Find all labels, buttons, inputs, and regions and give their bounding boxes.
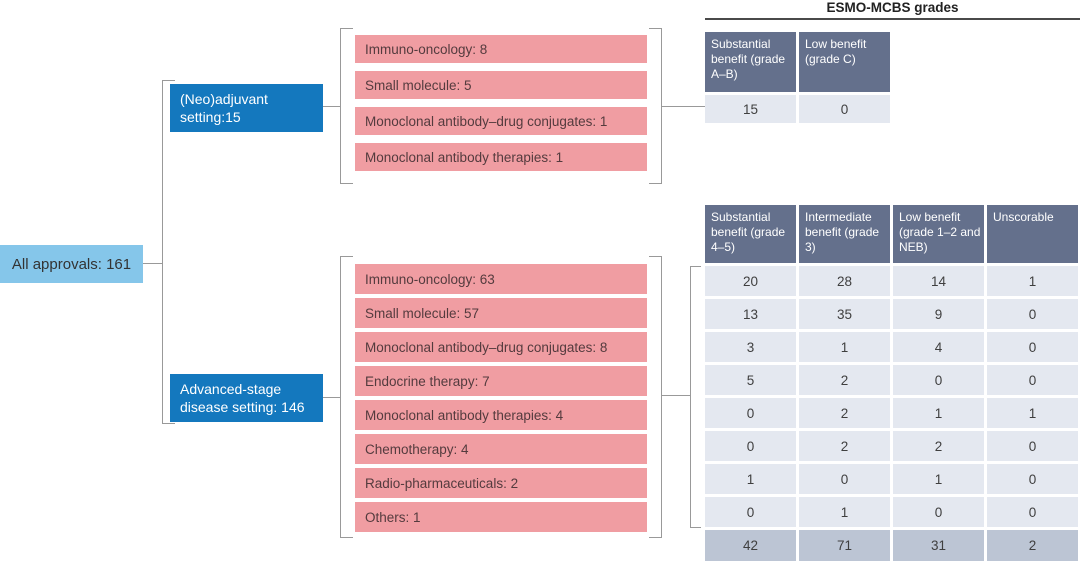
grade-count-cell: 28 [799, 266, 890, 296]
grade-column-header: Low benefit (grade 1–2 and NEB) [893, 205, 984, 263]
grade-count-cell: 1 [705, 464, 796, 494]
bracket-settings [162, 80, 175, 424]
therapy-item: Others: 1 [355, 502, 647, 532]
grade-count-cell: 9 [893, 299, 984, 329]
grade-count-cell: 0 [987, 464, 1078, 494]
bracket-advanced-therapies-right [649, 256, 662, 538]
grade-count-cell: 1 [799, 497, 890, 527]
therapy-item: Immuno-oncology: 63 [355, 264, 647, 294]
grade-count-cell: 0 [705, 497, 796, 527]
neoadjuvant-label-line2: setting:15 [180, 109, 241, 125]
therapy-item: Radio-pharmaceuticals: 2 [355, 468, 647, 498]
therapy-item: Monoclonal antibody therapies: 4 [355, 400, 647, 430]
grade-count-cell: 2 [799, 398, 890, 428]
grade-count-cell: 2 [893, 431, 984, 461]
grade-count-cell: 35 [799, 299, 890, 329]
neoadjuvant-grades-table: Substantial benefit (grade A–B) Low benef… [705, 32, 890, 123]
advanced-label-line2: disease setting: 146 [180, 399, 305, 415]
therapy-item: Monoclonal antibody–drug conjugates: 8 [355, 332, 647, 362]
connector-advanced-to-bracket [323, 397, 340, 398]
bracket-neoadjuvant-therapies-left [340, 28, 353, 184]
grade-total-cell: 42 [705, 530, 796, 561]
therapy-item: Small molecule: 57 [355, 298, 647, 328]
grade-count-cell: 0 [705, 398, 796, 428]
advanced-therapy-list: Immuno-oncology: 63 Small molecule: 57 Mon… [355, 264, 647, 532]
advanced-label-line1: Advanced-stage [180, 380, 282, 397]
grade-count-cell: 0 [893, 497, 984, 527]
grade-column-header: Unscorable [987, 205, 1078, 263]
grade-count-cell: 14 [893, 266, 984, 296]
grade-total-cell: 71 [799, 530, 890, 561]
grade-count-cell: 0 [987, 332, 1078, 362]
grade-column-header: Low benefit (grade C) [799, 32, 890, 92]
grade-count-cell: 0 [987, 497, 1078, 527]
grade-count-cell: 1 [893, 464, 984, 494]
advanced-grades-table: Substantial benefit (grade 4–5) Intermedi… [705, 205, 1078, 561]
grade-total-cell: 2 [987, 530, 1078, 561]
grade-column-header: Substantial benefit (grade A–B) [705, 32, 796, 92]
grade-count-cell: 5 [705, 365, 796, 395]
grade-count-cell: 2 [799, 365, 890, 395]
connector-advanced-to-table [661, 395, 690, 396]
bracket-advanced-table-rows [690, 266, 701, 528]
title-rule [705, 18, 1080, 20]
grade-count-cell: 1 [987, 266, 1078, 296]
grade-count-cell: 1 [799, 332, 890, 362]
advanced-setting-box: Advanced-stage disease setting: 146 [170, 374, 323, 422]
grade-count-cell: 1 [987, 398, 1078, 428]
grade-count-cell: 2 [799, 431, 890, 461]
connector-neoadjuvant-to-bracket [323, 106, 340, 107]
grade-column-header: Intermediate benefit (grade 3) [799, 205, 890, 263]
neoadjuvant-setting-box: (Neo)adjuvant setting:15 [170, 84, 323, 132]
bracket-advanced-therapies-left [340, 256, 353, 538]
therapy-item: Endocrine therapy: 7 [355, 366, 647, 396]
esmo-mcbs-grades-title: ESMO-MCBS grades [826, 0, 959, 15]
grade-count-cell: 0 [799, 464, 890, 494]
grade-count-cell: 0 [987, 431, 1078, 461]
grade-count-cell: 0 [987, 365, 1078, 395]
grade-column-header: Substantial benefit (grade 4–5) [705, 205, 796, 263]
grade-count-cell: 13 [705, 299, 796, 329]
therapy-item: Monoclonal antibody–drug conjugates: 1 [355, 107, 647, 135]
connector-neoadjuvant-to-table [661, 106, 705, 107]
therapy-item: Immuno-oncology: 8 [355, 35, 647, 63]
all-approvals-box: All approvals: 161 [0, 245, 143, 283]
grade-total-cell: 31 [893, 530, 984, 561]
neoadjuvant-therapy-list: Immuno-oncology: 8 Small molecule: 5 Monoc… [355, 35, 647, 171]
therapy-item: Small molecule: 5 [355, 71, 647, 99]
grade-count-cell: 1 [893, 398, 984, 428]
therapy-item: Monoclonal antibody therapies: 1 [355, 143, 647, 171]
grade-count-cell: 4 [893, 332, 984, 362]
therapy-item: Chemotherapy: 4 [355, 434, 647, 464]
grade-count-cell: 0 [987, 299, 1078, 329]
grade-count-cell: 3 [705, 332, 796, 362]
grade-count-cell: 20 [705, 266, 796, 296]
neoadjuvant-label-line1: (Neo)adjuvant [180, 90, 268, 107]
grade-count-cell: 0 [893, 365, 984, 395]
grade-count-cell: 0 [705, 431, 796, 461]
grade-count-cell: 15 [705, 95, 796, 123]
connector-root-to-bracket [143, 263, 162, 264]
grade-count-cell: 0 [799, 95, 890, 123]
